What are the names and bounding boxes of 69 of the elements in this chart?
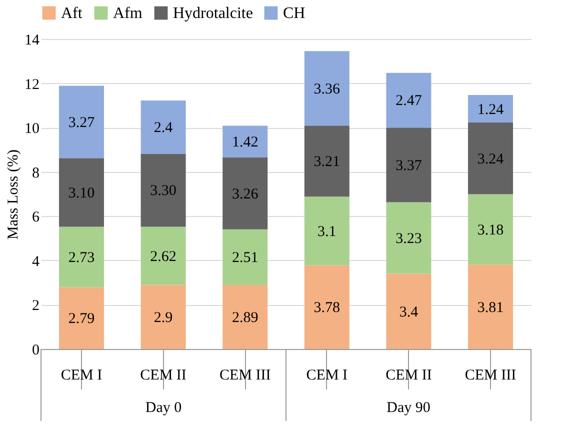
bar xyxy=(468,95,514,122)
data-label: 2.62 xyxy=(150,248,176,265)
data-label: 2.73 xyxy=(68,250,95,266)
data-label: 3.36 xyxy=(314,81,341,98)
x-tick-label: CEM II xyxy=(386,368,432,384)
bar xyxy=(304,51,350,126)
y-tick-label: 6 xyxy=(32,210,40,226)
y-tick-label: 12 xyxy=(24,76,40,93)
data-label: 3.81 xyxy=(477,300,504,316)
bar xyxy=(304,196,350,266)
data-label: 3.26 xyxy=(232,186,259,202)
bar xyxy=(58,287,104,349)
data-label: 2.89 xyxy=(232,310,258,326)
bar xyxy=(386,128,432,202)
y-tick-label: 8 xyxy=(32,165,40,182)
data-label: 3.21 xyxy=(314,154,340,170)
bar xyxy=(58,158,104,227)
data-label: 3.30 xyxy=(150,183,176,200)
bar xyxy=(386,202,432,274)
bar xyxy=(304,126,350,197)
legend-label: Hydrotalcite xyxy=(173,5,253,22)
text: Day 90 xyxy=(386,400,430,416)
data-label: 2.9 xyxy=(154,310,173,326)
legend-label: CH xyxy=(283,5,306,22)
data-label: 3.1 xyxy=(318,224,336,240)
x-tick-label: CEM III xyxy=(219,368,271,384)
x-tick-label: CEM III xyxy=(464,368,516,384)
data-label: 3.4 xyxy=(399,304,419,320)
data-label: 3.18 xyxy=(477,222,504,238)
data-label: 2.79 xyxy=(68,311,95,328)
bar xyxy=(58,86,104,158)
bar xyxy=(222,285,268,349)
data-label: 3.27 xyxy=(68,114,96,131)
data-label: 2.4 xyxy=(154,120,174,136)
bar xyxy=(304,265,350,349)
bar xyxy=(222,126,268,158)
bar xyxy=(140,284,186,349)
data-label: 2.47 xyxy=(396,93,422,110)
bar xyxy=(140,154,186,227)
data-label: 3.37 xyxy=(396,158,422,174)
data-label: 3.78 xyxy=(314,300,340,316)
bar xyxy=(140,100,186,154)
data-label: 3.24 xyxy=(477,151,504,168)
data-label: 3.23 xyxy=(396,230,422,247)
y-tick-label: 14 xyxy=(24,32,40,48)
data-label: 1.42 xyxy=(232,134,258,151)
bar xyxy=(58,226,104,288)
text: Day 0 xyxy=(145,400,182,416)
y-tick-label: 10 xyxy=(24,121,40,138)
y-axis-title: Mass Loss (%) xyxy=(6,150,22,240)
data-label: 1.24 xyxy=(477,102,504,118)
bar xyxy=(222,229,268,286)
legend-label: Afm xyxy=(113,5,143,22)
legend-label: Aft xyxy=(61,5,83,22)
data-label: 2.51 xyxy=(232,250,258,266)
data-label: 3.10 xyxy=(68,185,95,202)
bar xyxy=(140,226,186,285)
y-tick-label: 2 xyxy=(32,298,40,314)
y-tick-label: 4 xyxy=(32,254,40,270)
bar xyxy=(468,194,514,265)
x-tick-label: CEM I xyxy=(306,368,348,384)
bar xyxy=(386,72,432,128)
bar xyxy=(468,264,514,349)
x-tick-label: CEM I xyxy=(60,368,102,384)
bar xyxy=(468,122,514,194)
y-tick-label: 0 xyxy=(32,342,40,358)
bar xyxy=(386,274,432,349)
bar xyxy=(222,157,268,230)
x-tick-label: CEM II xyxy=(140,368,186,384)
